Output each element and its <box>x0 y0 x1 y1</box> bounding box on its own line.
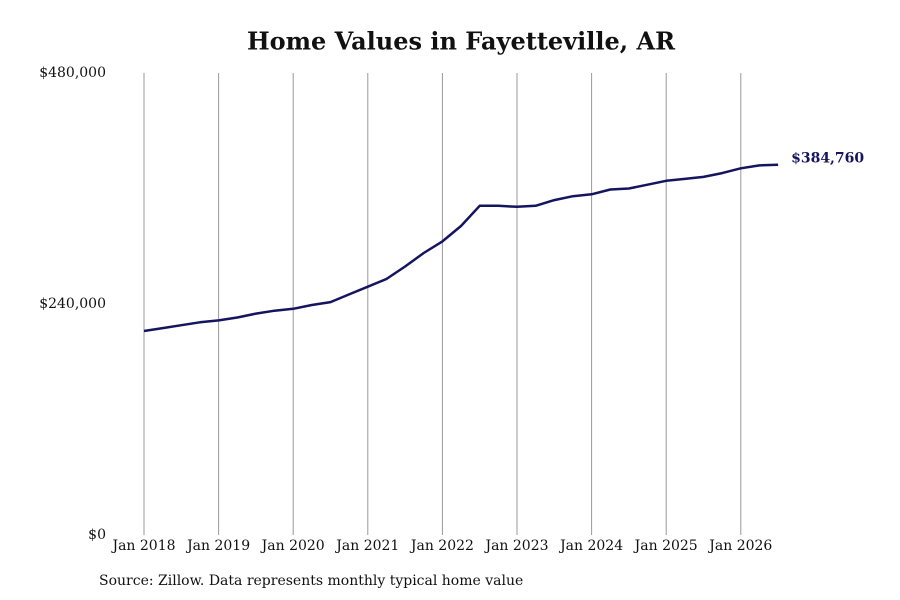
x-tick-label: Jan 2026 <box>707 538 772 554</box>
chart-title: Home Values in Fayetteville, AR <box>247 27 676 56</box>
x-tick-label: Jan 2024 <box>558 538 623 554</box>
x-tick-label: Jan 2022 <box>409 538 474 554</box>
x-tick-label: Jan 2025 <box>633 538 698 554</box>
y-tick-label: $0 <box>88 527 106 543</box>
x-tick-label: Jan 2019 <box>185 538 250 554</box>
x-tick-label: Jan 2021 <box>334 538 399 554</box>
y-tick-label: $480,000 <box>39 65 106 81</box>
x-tick-label: Jan 2023 <box>483 538 548 554</box>
end-value-label: $384,760 <box>791 151 864 167</box>
x-tick-label: Jan 2018 <box>110 538 175 554</box>
source-note: Source: Zillow. Data represents monthly … <box>99 573 523 589</box>
y-tick-label: $240,000 <box>39 296 106 312</box>
x-tick-label: Jan 2020 <box>260 538 325 554</box>
data-line <box>143 163 779 333</box>
